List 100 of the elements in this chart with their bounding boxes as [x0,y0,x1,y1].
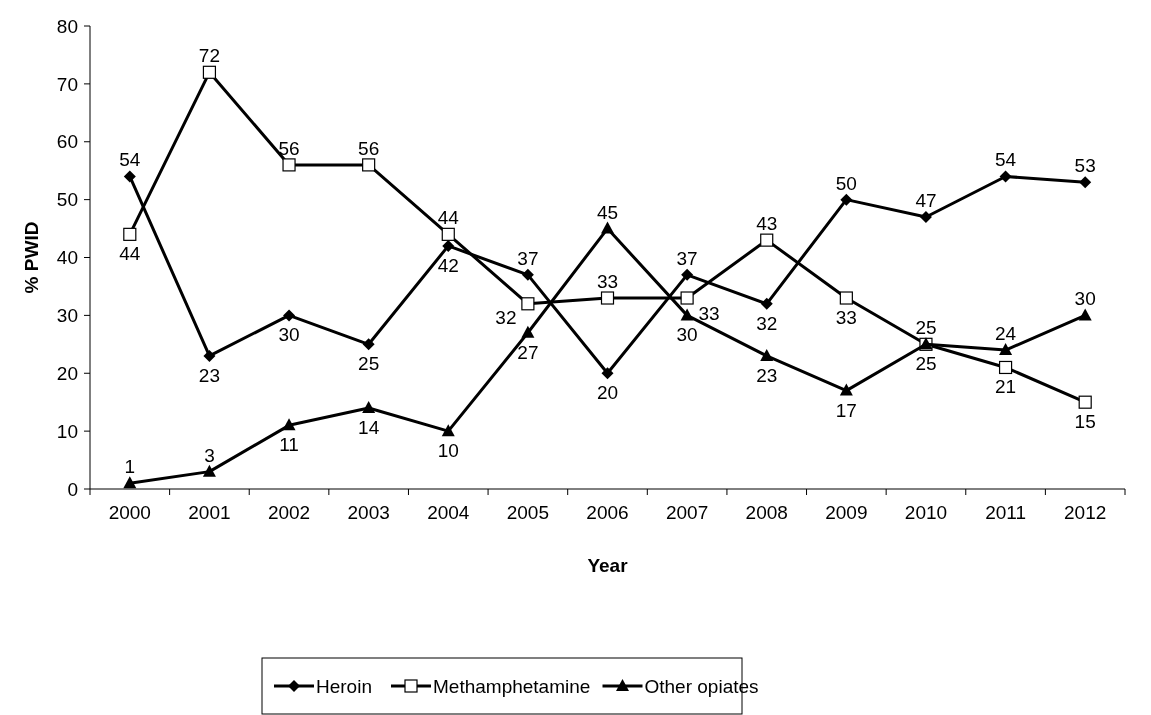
point [840,193,853,206]
data-label: 23 [756,364,778,386]
point [521,297,535,311]
data-label: 11 [279,434,299,456]
data-label: 24 [995,323,1017,345]
y-tick-label: 10 [56,420,78,442]
data-label: 21 [995,376,1017,398]
point [601,221,614,234]
x-axis-title: Year [587,555,629,576]
point [521,268,534,281]
data-label: 30 [1074,288,1096,310]
x-tick-label: 2009 [825,502,868,523]
point [839,291,853,305]
y-tick-label: 0 [67,478,78,500]
data-label: 33 [698,303,720,325]
point [283,309,296,322]
y-tick-label: 40 [56,247,78,269]
y-tick-label: 60 [56,131,78,153]
x-tick-label: 2007 [665,502,709,523]
data-label: 45 [596,201,619,223]
x-tick-label: 2001 [188,502,231,523]
x-tick-label: 2003 [347,502,390,523]
x-tick-label: 2000 [108,502,151,523]
point [600,291,615,305]
data-label: 44 [119,243,141,265]
data-label: 10 [437,440,459,462]
data-label: 27 [517,341,539,363]
data-label: 72 [198,45,220,67]
legend-label: Heroin [316,675,372,697]
y-tick-label: 50 [56,189,78,211]
point [362,338,375,351]
data-label: 15 [1074,411,1096,433]
x-tick-label: 2004 [427,502,470,523]
data-label: 37 [676,247,698,269]
data-label: 56 [278,137,300,159]
data-label: 14 [358,416,380,438]
point [680,308,694,321]
data-label: 54 [119,149,141,171]
x-tick-label: 2005 [506,502,550,523]
data-label: 32 [756,312,778,334]
point [282,418,296,431]
x-tick-label: 2002 [267,502,311,523]
point [203,349,216,362]
data-label: 23 [198,364,220,386]
data-label: 43 [756,213,778,235]
y-tick-label: 80 [56,15,78,37]
data-label: 33 [596,271,619,293]
point [521,325,535,338]
data-label: 54 [995,149,1017,171]
data-label: 50 [835,172,857,194]
data-label: 32 [495,306,517,328]
point [998,360,1013,375]
point [919,210,932,223]
point [999,170,1012,183]
y-tick-label: 70 [56,73,78,95]
point [680,291,694,305]
point [839,383,853,396]
point [123,476,137,489]
data-label: 42 [437,254,459,276]
point [202,65,217,79]
point [1079,176,1092,189]
point [601,367,614,380]
point [1078,395,1092,409]
point [202,464,216,477]
point [760,297,773,310]
point [681,268,694,281]
point [123,170,136,183]
data-label: 17 [835,399,857,421]
y-axis-title: % PWID [21,221,42,294]
point [760,348,774,361]
point [362,400,376,413]
x-tick-label: 2011 [985,502,1027,523]
data-label: 1 [124,456,136,478]
x-tick-label: 2012 [1064,502,1107,523]
y-tick-label: 30 [56,305,78,327]
legend-label: Methamphetamine [433,675,591,697]
x-tick-label: 2008 [745,502,788,523]
x-tick-label: 2010 [904,502,948,523]
data-label: 20 [596,382,619,404]
data-label: 47 [915,189,937,211]
point [282,158,296,172]
data-label: 33 [835,307,857,329]
point [441,424,455,437]
data-label: 37 [517,247,539,269]
data-label: 25 [915,317,937,339]
point [123,227,137,241]
data-label: 3 [204,444,215,466]
point [999,343,1013,356]
data-label: 25 [915,353,937,375]
data-label: 25 [358,353,380,375]
point [760,233,774,247]
point [1078,308,1092,321]
data-label: 44 [437,207,460,229]
y-tick-label: 20 [56,362,78,384]
data-label: 30 [676,324,698,346]
data-label: 56 [358,137,380,159]
point [362,158,376,172]
point [441,227,455,241]
legend-label: Other opiates [644,675,759,697]
data-label: 30 [278,324,300,346]
